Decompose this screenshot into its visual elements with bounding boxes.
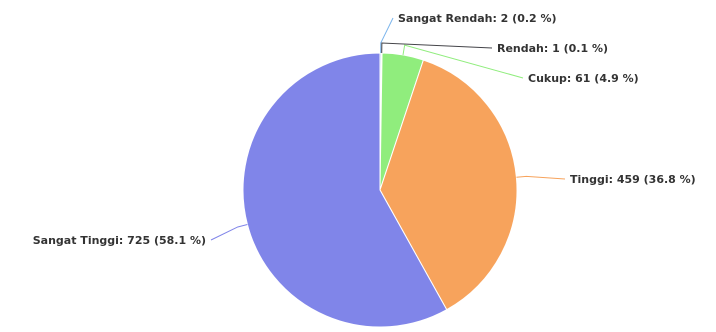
connector-rendah xyxy=(381,42,493,54)
pie-slices xyxy=(242,52,518,328)
connector-sangat-tinggi xyxy=(210,223,248,241)
data-label-sangat-rendah: Sangat Rendah: 2 (0.2 %) xyxy=(398,12,557,25)
data-label-sangat-tinggi: Sangat Tinggi: 725 (58.1 %) xyxy=(33,234,206,247)
connector-tinggi xyxy=(516,175,566,180)
connector-cukup xyxy=(402,44,524,79)
connector-sangat-rendah xyxy=(380,17,394,54)
pie-slice-tinggi xyxy=(379,59,518,311)
data-label-cukup: Cukup: 61 (4.9 %) xyxy=(528,72,639,85)
data-label-tinggi: Tinggi: 459 (36.8 %) xyxy=(570,173,696,186)
data-labels: Sangat Rendah: 2 (0.2 %) Rendah: 1 (0.1 … xyxy=(33,12,696,247)
data-label-rendah: Rendah: 1 (0.1 %) xyxy=(497,42,608,55)
pie-slice-sangat-tinggi xyxy=(242,52,448,328)
label-connectors xyxy=(210,17,566,241)
